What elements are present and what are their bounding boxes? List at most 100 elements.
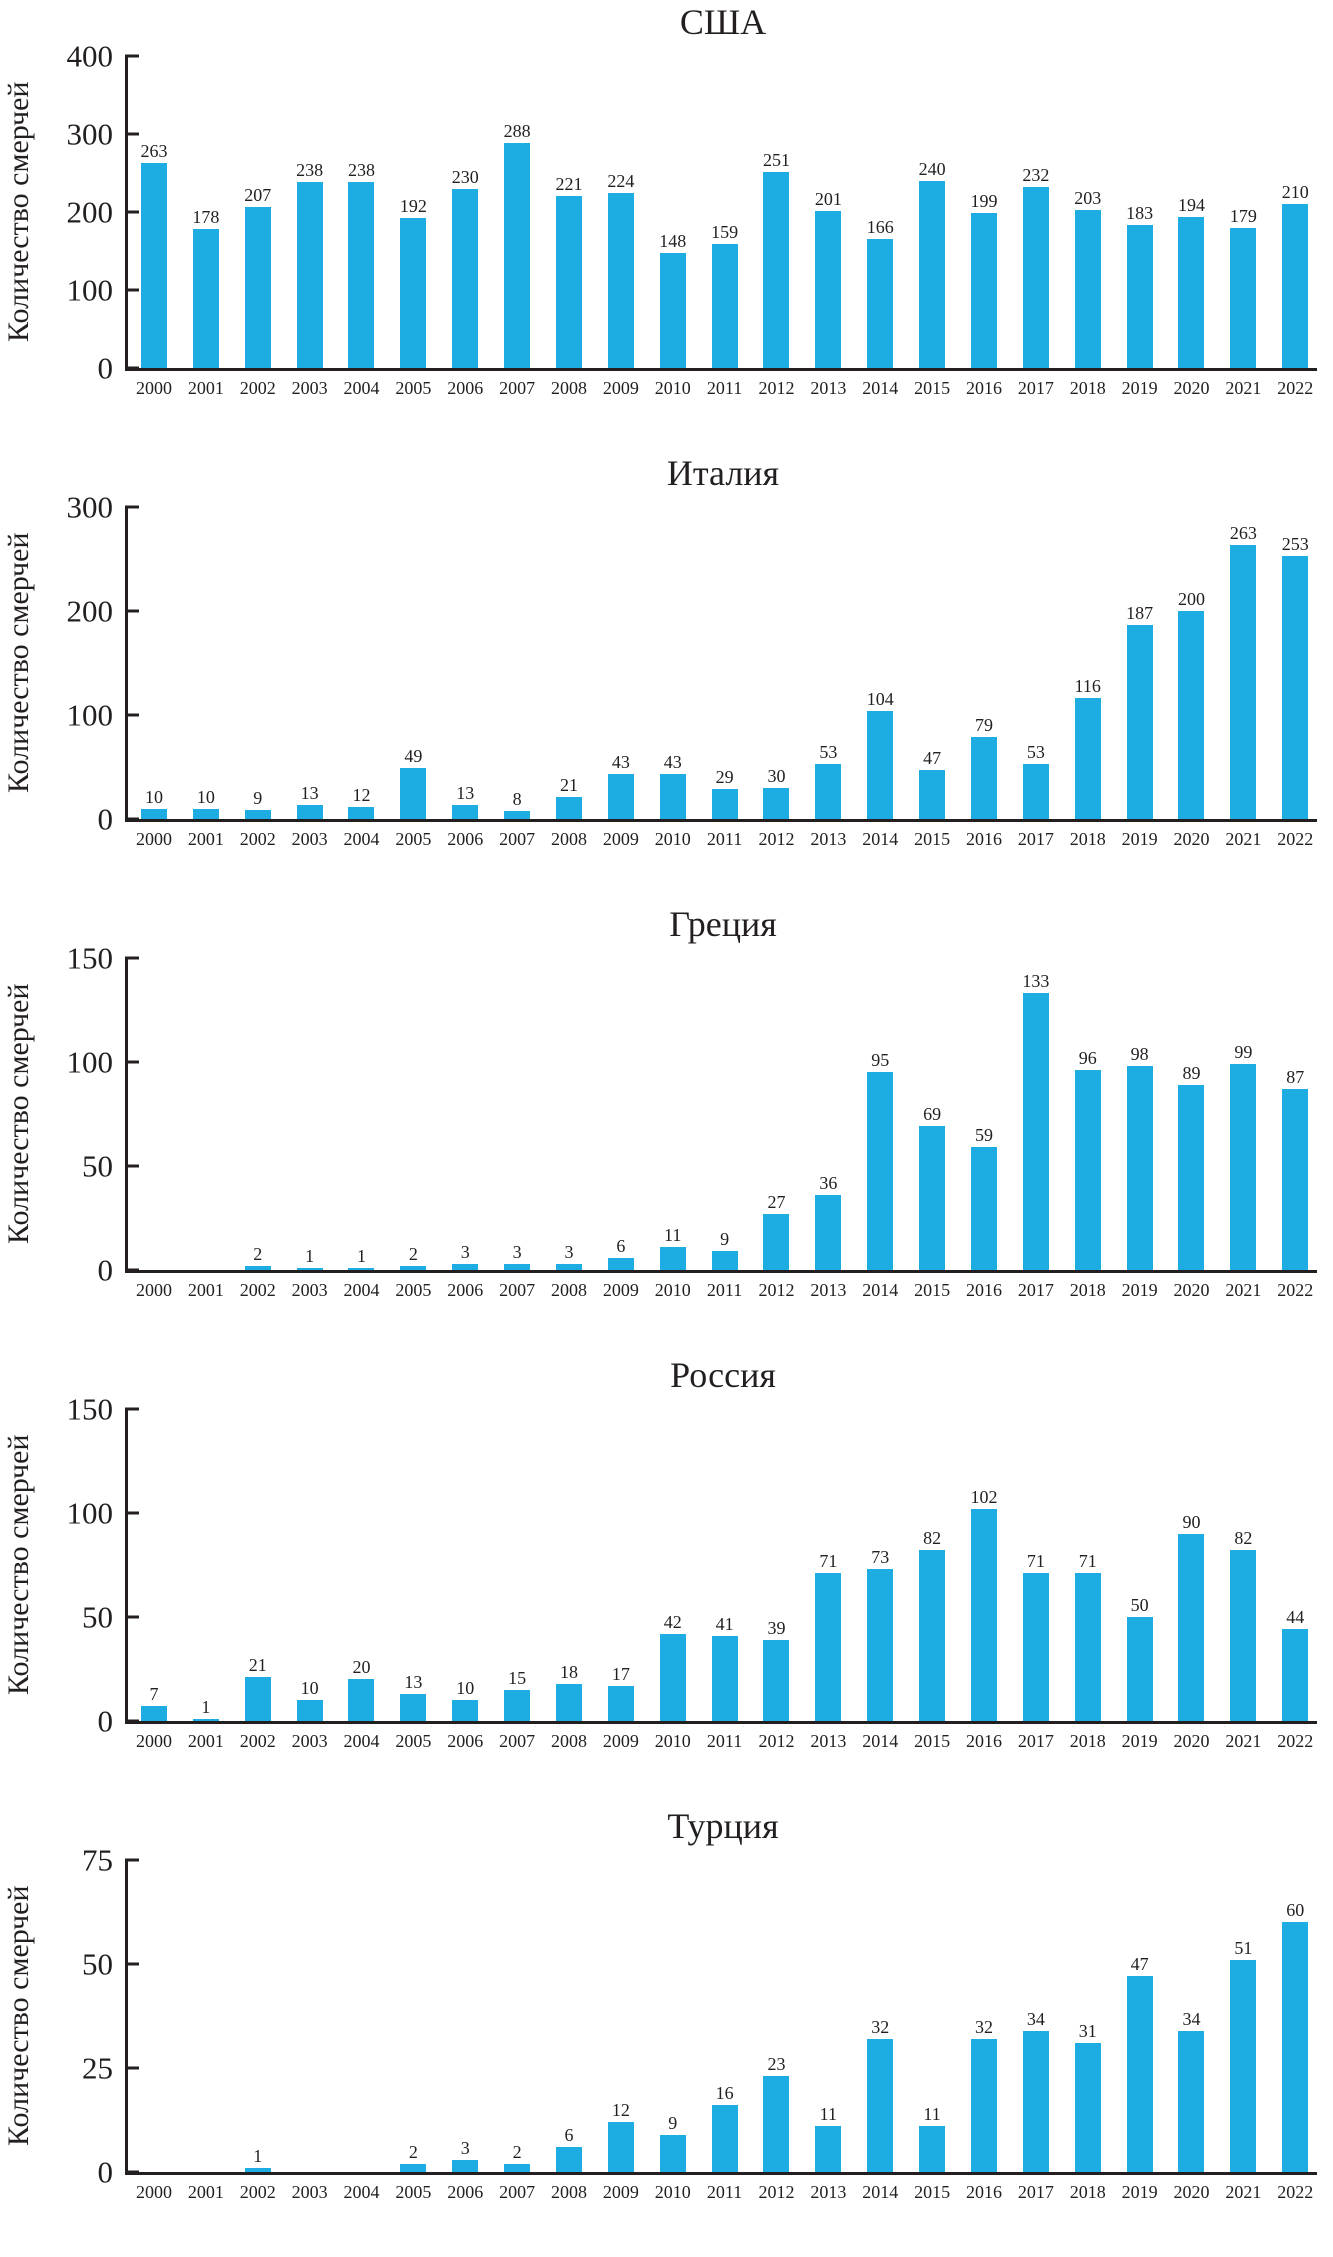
bar [970, 1508, 997, 1721]
x-axis-label: 2006 [447, 1280, 484, 1300]
bar-slot: 36 2013 [802, 958, 854, 1300]
y-axis-tick-mark [125, 288, 139, 292]
x-axis-label: 2021 [1225, 829, 1262, 849]
bar-slot: 34 2017 [1010, 1860, 1062, 2202]
x-axis-label: 2022 [1277, 829, 1314, 849]
bar [1178, 1533, 1205, 1721]
x-axis-label: 2018 [1069, 2182, 1106, 2202]
bar [1022, 993, 1049, 1270]
bar-group: 10 [180, 787, 232, 819]
x-axis-label: 2007 [499, 2182, 536, 2202]
bar-slot: 21 2008 [543, 507, 595, 849]
bar-group: 9 [647, 2113, 699, 2172]
bar-group: 240 [906, 159, 958, 368]
bar-group: 73 [854, 1547, 906, 1721]
bar [919, 770, 946, 819]
x-axis-label: 2011 [706, 1731, 743, 1751]
bar-value-label: 1 [253, 2145, 263, 2166]
bar-group: 34 [1166, 2009, 1218, 2172]
bar-slot: 34 2020 [1166, 1860, 1218, 2202]
bar [659, 1247, 686, 1270]
x-axis-label: 2009 [602, 378, 639, 398]
bar [815, 1573, 842, 1721]
y-axis-tick-label: 100 [66, 1495, 114, 1531]
bar [815, 2126, 842, 2172]
bar-slot: 60 2022 [1269, 1860, 1321, 2202]
x-axis-label: 2004 [343, 378, 380, 398]
bars-area: 2000 2001 2 2002 1 2003 1 2004 2 2005 3 2006 3 2007 3 2… [128, 958, 1321, 1300]
y-axis-line [125, 1860, 128, 2172]
bar-slot: 10 2001 [180, 507, 232, 849]
bar-slot: 251 2012 [751, 56, 803, 398]
bar-slot: 207 2002 [232, 56, 284, 398]
bar-value-label: 82 [923, 1528, 942, 1549]
bar-value-label: 34 [1026, 2008, 1045, 2029]
bar [867, 2038, 894, 2172]
bar [400, 768, 427, 819]
bar-value-label: 27 [767, 1191, 786, 1212]
x-axis-label: 2015 [914, 1731, 951, 1751]
bar [244, 1265, 271, 1270]
bar-slot: 99 2021 [1217, 958, 1269, 1300]
bar [919, 2126, 946, 2172]
bar [192, 808, 219, 819]
y-axis-tick: 100 [13, 1498, 139, 1529]
bar-slot: 98 2019 [1114, 958, 1166, 1300]
x-axis-label: 2018 [1069, 829, 1106, 849]
bar-value-label: 39 [767, 1617, 786, 1638]
x-axis-label: 2013 [810, 1280, 847, 1300]
y-axis-tick: 150 [13, 943, 139, 974]
bar-value-label: 12 [611, 2100, 630, 2121]
bar-slot: 21 2002 [232, 1409, 284, 1751]
x-axis-label: 2014 [862, 1731, 899, 1751]
bar [504, 1263, 531, 1270]
bar [1126, 1976, 1153, 2172]
bar-value-label: 194 [1177, 194, 1205, 215]
bar-chart: Турция Количество смерчей 0 25 50 75 2000 20… [0, 1804, 1333, 2255]
bar-value-label: 2 [253, 1243, 263, 1264]
y-axis-tick: 100 [13, 700, 139, 731]
bar-group: 166 [854, 217, 906, 368]
y-axis-title: Количество смерчей [2, 1434, 35, 1696]
x-axis-label: 2013 [810, 378, 847, 398]
bar [711, 1635, 738, 1721]
x-axis-label: 2016 [965, 1280, 1002, 1300]
bar [1230, 545, 1257, 819]
bar-slot: 11 2015 [906, 1860, 958, 2202]
x-axis-line [125, 368, 1317, 371]
x-axis-label: 2011 [706, 2182, 743, 2202]
x-axis-label: 2012 [758, 829, 795, 849]
x-axis-label: 2001 [187, 2182, 224, 2202]
x-axis-label: 2012 [758, 378, 795, 398]
bar-value-label: 253 [1281, 533, 1309, 554]
bar-slot: 9 2011 [699, 958, 751, 1300]
bar-group: 50 [1114, 1595, 1166, 1721]
bar-value-label: 43 [611, 752, 630, 773]
bar-slot: 30 2012 [751, 507, 803, 849]
bar [1022, 1573, 1049, 1721]
x-axis-label: 2013 [810, 1731, 847, 1751]
bar [607, 1685, 634, 1721]
bar-slot: 82 2015 [906, 1409, 958, 1751]
bar-slot: 9 2002 [232, 507, 284, 849]
x-axis-label: 2005 [395, 378, 432, 398]
bar-chart: Россия Количество смерчей 0 50 100 150 7 200… [0, 1353, 1333, 1804]
bar-value-label: 59 [974, 1125, 993, 1146]
bar-slot: 39 2012 [751, 1409, 803, 1751]
bar-slot: 253 2022 [1269, 507, 1321, 849]
bar-value-label: 3 [460, 2137, 470, 2158]
bar-slot: 9 2010 [647, 1860, 699, 2202]
bar-slot: 224 2009 [595, 56, 647, 398]
bar-value-label: 20 [352, 1657, 371, 1678]
bar-group: 1 [232, 2146, 284, 2172]
bar-group: 178 [180, 207, 232, 368]
bar-value-label: 240 [918, 158, 946, 179]
bar [555, 2147, 582, 2172]
bar [763, 2076, 790, 2172]
bar [1074, 698, 1101, 819]
bar-group: 104 [854, 689, 906, 819]
bar [867, 1072, 894, 1270]
bar-group: 238 [336, 160, 388, 368]
x-axis-label: 2003 [291, 2182, 328, 2202]
